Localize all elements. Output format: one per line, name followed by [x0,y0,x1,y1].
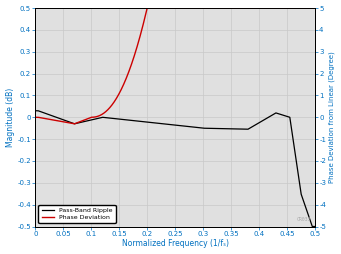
Phase Deviation [145,7,149,10]
Pass-Band Ripple [313,225,317,228]
Phase Deviation [82,119,86,122]
Pass-Band Ripple [308,217,312,220]
Phase Deviation [33,116,37,119]
Pass-Band Ripple [33,109,37,112]
X-axis label: Normalized Frequency (1/fₛ): Normalized Frequency (1/fₛ) [122,240,228,248]
Text: CR033: CR033 [296,217,311,222]
Phase Deviation [308,7,312,10]
Pass-Band Ripple [82,120,86,123]
Phase Deviation [65,121,69,124]
Pass-Band Ripple [277,113,281,116]
Phase Deviation [313,7,317,10]
Phase Deviation [153,7,157,10]
Pass-Band Ripple [153,121,157,124]
Y-axis label: Phase Deviation from Linear (Degree): Phase Deviation from Linear (Degree) [329,51,336,183]
Phase Deviation [140,25,145,28]
Pass-Band Ripple [140,120,145,123]
Line: Phase Deviation: Phase Deviation [35,8,315,124]
Y-axis label: Magnitude (dB): Magnitude (dB) [5,88,15,147]
Phase Deviation [72,122,76,125]
Legend: Pass-Band Ripple, Phase Deviation: Pass-Band Ripple, Phase Deviation [39,204,116,223]
Pass-Band Ripple [65,120,69,123]
Pass-Band Ripple [310,225,314,228]
Line: Pass-Band Ripple: Pass-Band Ripple [35,111,315,227]
Phase Deviation [278,7,282,10]
